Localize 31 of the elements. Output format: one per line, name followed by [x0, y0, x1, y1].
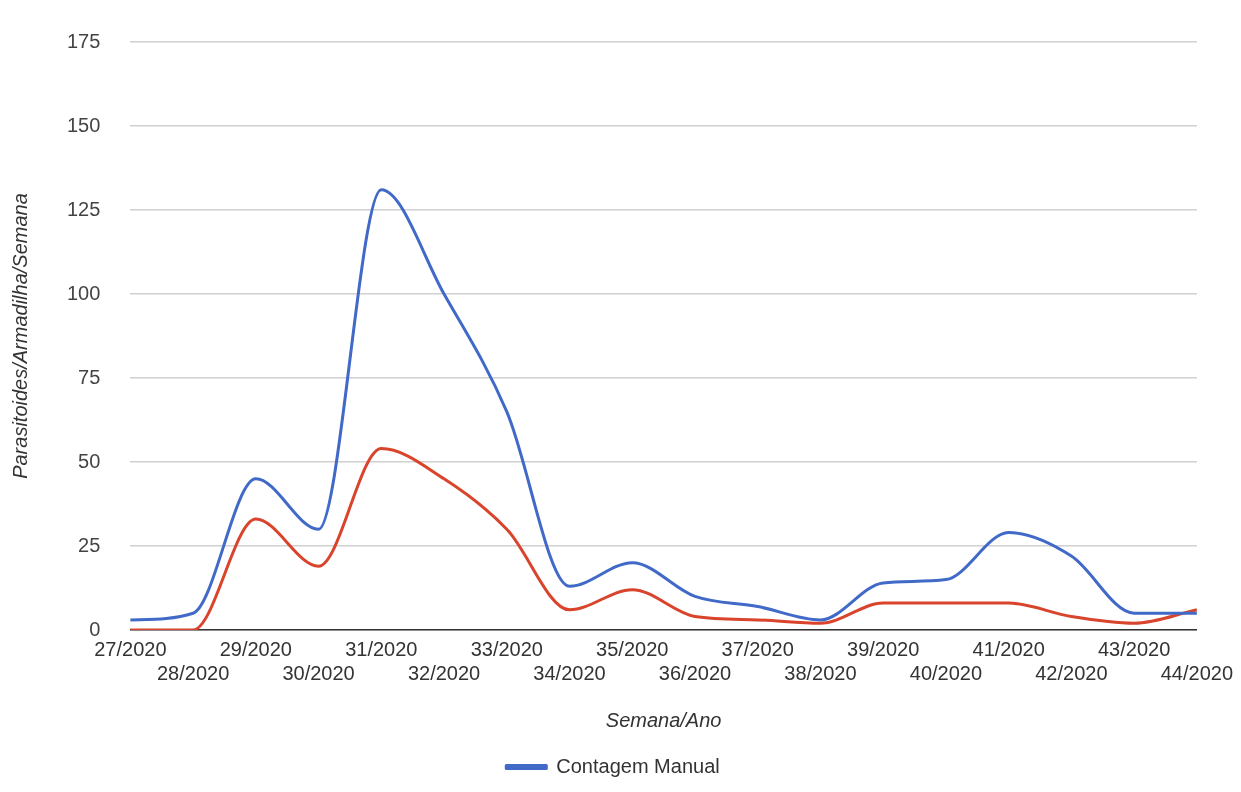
y-tick-label: 175: [66, 29, 101, 52]
x-tick-label: 32/2020: [407, 661, 481, 684]
y-tick-label: 75: [78, 365, 101, 388]
line-series: [128, 188, 1199, 622]
x-tick-label: 41/2020: [972, 637, 1045, 660]
x-tick-label: 39/2020: [847, 637, 920, 660]
x-tick-label: 31/2020: [345, 637, 418, 660]
y-tick-label: 125: [66, 197, 101, 220]
x-tick-label: 38/2020: [784, 661, 857, 684]
x-tick-label: 43/2020: [1097, 637, 1171, 660]
y-tick-label: 50: [78, 449, 101, 472]
x-axis-title: Semana/Ano: [605, 708, 722, 731]
y-axis-title: Parasitoides/Armadilha/Semana: [8, 193, 31, 479]
y-tick-label: 150: [66, 113, 101, 136]
line-series: [128, 447, 1199, 630]
x-tick-label: 40/2020: [909, 661, 983, 684]
legend-label: Contagem Manual: [556, 754, 720, 777]
x-tick-label: 29/2020: [219, 637, 292, 660]
y-tick-label: 100: [66, 281, 101, 304]
x-tick-label: 28/2020: [156, 661, 230, 684]
x-tick-label: 27/2020: [94, 637, 167, 660]
x-tick-label: 36/2020: [658, 661, 732, 684]
x-tick-label: 30/2020: [282, 661, 355, 684]
y-tick-label: 0: [89, 617, 101, 640]
x-tick-label: 35/2020: [596, 637, 669, 660]
x-tick-label: 44/2020: [1160, 661, 1233, 684]
x-tick-label: 33/2020: [470, 637, 543, 660]
x-tick-label: 37/2020: [721, 637, 794, 660]
x-tick-label: 42/2020: [1035, 661, 1108, 684]
y-tick-label: 25: [78, 533, 101, 556]
x-tick-label: 34/2020: [533, 661, 606, 684]
